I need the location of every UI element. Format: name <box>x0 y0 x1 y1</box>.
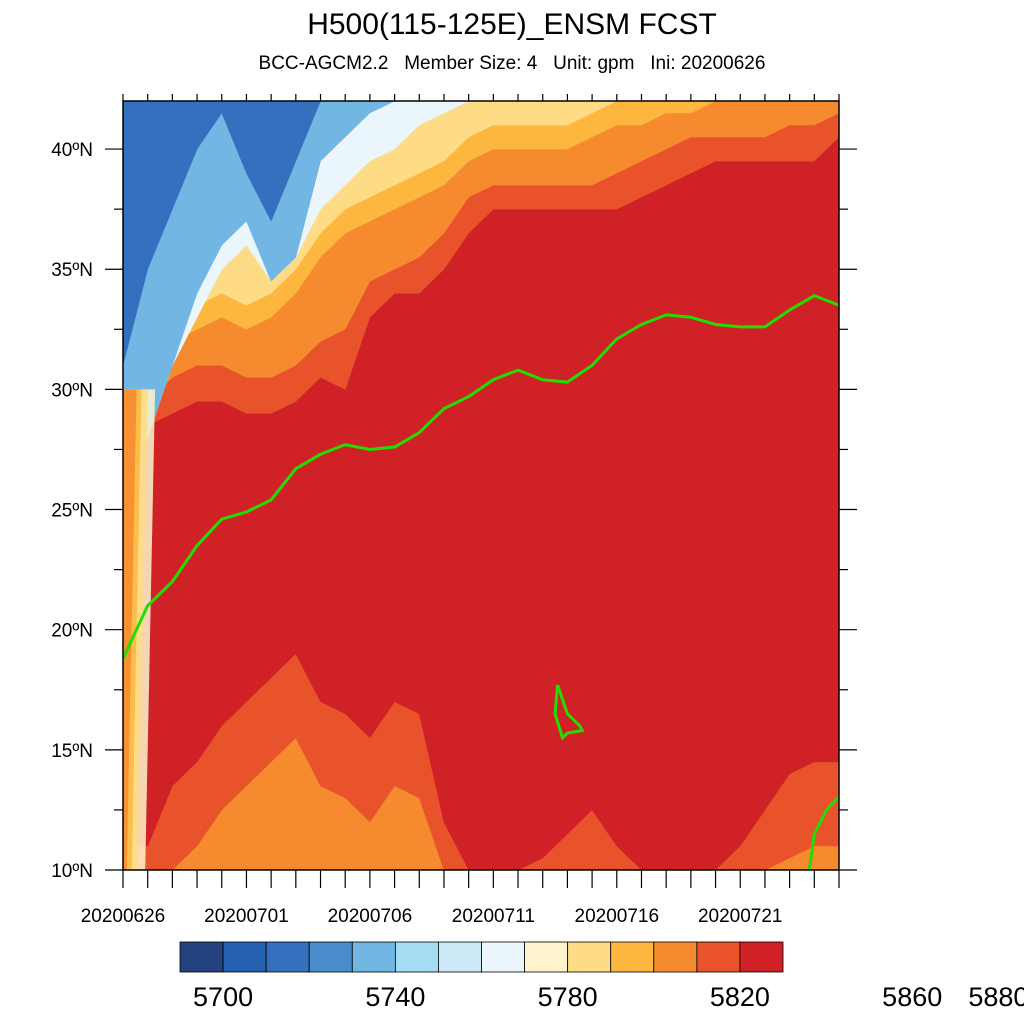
fill-band-5880-base <box>123 845 839 870</box>
x-tick-label-2: 20200706 <box>328 906 413 927</box>
colorbar-box-12 <box>696 941 741 973</box>
fill-band-5780 <box>123 101 839 486</box>
chart-subtitle: BCC-AGCM2.2 Member Size: 4 Unit: gpm Ini… <box>0 53 1024 75</box>
plot-frame <box>122 100 840 871</box>
colorbar-label-1: 5740 <box>365 982 425 1012</box>
extra-contour-0 <box>553 684 585 741</box>
y-tick-label-4: 30ºN <box>51 380 93 401</box>
y-tick-label-6: 40ºN <box>51 140 93 161</box>
colorbar-label-5: 5880 <box>968 982 1024 1012</box>
x-tick-label-5: 20200721 <box>698 906 783 927</box>
colorbar-box-9 <box>567 941 612 973</box>
colorbar-box-1 <box>222 941 267 973</box>
x-tick-label-3: 20200711 <box>452 906 535 927</box>
colorbar-box-4 <box>351 941 396 973</box>
colorbar-box-13 <box>739 941 784 973</box>
colorbar-label-3: 5820 <box>710 982 770 1012</box>
colorbar-box-3 <box>308 941 353 973</box>
extra-contour-1 <box>807 794 839 870</box>
ridge-line-5880 <box>123 293 839 660</box>
colorbar-box-10 <box>610 941 655 973</box>
subtitle-model: BCC-AGCM2.2 <box>258 53 389 74</box>
y-tick-label-3: 25ºN <box>51 501 93 522</box>
subtitle-ini: Ini: 20200626 <box>650 53 766 74</box>
chart-title: H500(115-125E)_ENSM FCST <box>307 8 717 41</box>
y-tick-label-1: 15ºN <box>51 741 93 762</box>
y-tick-label-0: 10ºN <box>51 861 93 882</box>
colorbar-box-6 <box>438 941 482 973</box>
x-tick-label-4: 20200716 <box>575 906 660 927</box>
y-tick-label-2: 20ºN <box>51 621 93 642</box>
x-tick-label-0: 20200626 <box>81 906 166 927</box>
colorbar-label-2: 5780 <box>538 982 598 1012</box>
axis-ticks: 20200626 20200701 20200706 20200711 20200716… <box>51 94 857 927</box>
colorbar-box-7 <box>481 941 525 973</box>
edge-band-3 <box>123 389 137 870</box>
contour-fills <box>123 101 839 870</box>
colorbar-label-4: 5860 <box>882 982 942 1012</box>
colorbar: 5700574057805820586058805900 <box>179 941 1024 1012</box>
y-tick-label-5: 35ºN <box>51 260 93 281</box>
contour-lines <box>123 293 839 870</box>
subtitle-member-size: Member Size: 4 <box>404 53 538 74</box>
colorbar-box-2 <box>265 941 310 973</box>
colorbar-box-0 <box>179 941 224 973</box>
colorbar-label-0: 5700 <box>193 982 253 1012</box>
x-tick-label-1: 20200701 <box>204 906 289 927</box>
colorbar-box-8 <box>524 941 569 973</box>
colorbar-box-5 <box>394 941 439 973</box>
colorbar-box-11 <box>653 941 698 973</box>
subtitle-unit: Unit: gpm <box>553 53 635 74</box>
fill-band-5740 <box>123 101 839 366</box>
